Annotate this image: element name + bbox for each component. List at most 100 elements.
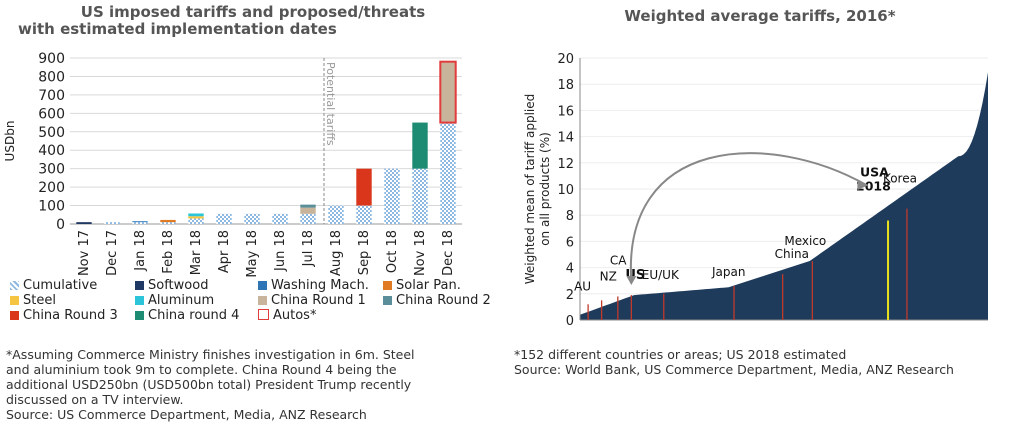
annotation-label: EU/UK <box>642 268 680 282</box>
y-tick-label: 200 <box>38 180 65 196</box>
legend-entry: Cumulative <box>10 279 97 293</box>
legend-label: Cumulative <box>23 278 98 293</box>
legend-swatch <box>383 281 392 290</box>
x-tick-label: May 18 <box>245 230 260 278</box>
y-tick-label: 2 <box>566 288 574 303</box>
legend-label: China Round 2 <box>396 293 491 308</box>
bar-segment <box>300 204 316 208</box>
arrow-head <box>857 179 869 191</box>
y-tick-label: 10 <box>557 183 574 198</box>
legend-label: China Round 3 <box>23 308 118 323</box>
x-tick-label: Oct 18 <box>385 230 400 273</box>
bar-segment <box>300 207 316 214</box>
arrow-head <box>626 276 637 286</box>
y-tick-label: 900 <box>38 51 65 67</box>
bar-segment <box>440 122 456 224</box>
annotation-label: 2018 <box>856 178 891 193</box>
arrow-path <box>629 152 867 283</box>
y-tick-label: 600 <box>38 106 65 122</box>
x-tick-label: Apr 18 <box>217 230 232 273</box>
legend-swatch <box>135 296 144 305</box>
y-tick-label: 14 <box>557 131 574 146</box>
legend-swatch <box>10 311 19 320</box>
legend-entry: China round 4 <box>135 309 239 323</box>
x-tick-label: Feb 18 <box>161 230 176 274</box>
annotation-label: Mexico <box>784 234 826 248</box>
x-tick-label: Sep 18 <box>357 230 372 275</box>
right-weighted-tariff-area-chart: 0 2 4 6 8 10 12 14 16 18 20 Weighted mean of tariff… <box>523 52 988 329</box>
bar-segment <box>272 213 288 224</box>
right-footnote: *152 different countries or areas; US 20… <box>514 347 954 377</box>
legend-swatch <box>258 296 267 305</box>
legend-swatch <box>258 309 269 320</box>
y-tick-label: 500 <box>38 125 65 141</box>
y-tick-label: 18 <box>557 78 574 93</box>
bar-segment <box>132 221 148 223</box>
legend-label: Softwood <box>148 278 209 293</box>
legend-entry: Autos* <box>258 309 316 323</box>
x-tick-label: Nov 18 <box>413 230 428 276</box>
legend-label: China Round 1 <box>271 293 366 308</box>
legend-label: Steel <box>23 293 56 308</box>
bar-segment <box>439 60 457 124</box>
x-tick-label: Mar 18 <box>189 230 204 275</box>
bar-segment <box>132 222 148 224</box>
legend-entry: Steel <box>10 294 56 308</box>
x-tick-label: Dec 17 <box>105 230 120 276</box>
annotation-label: China <box>775 247 809 261</box>
legend-swatch <box>135 281 144 290</box>
annotation-label: NZ <box>600 269 617 283</box>
annotation-label: USA <box>860 164 889 179</box>
bar-segment <box>188 218 204 224</box>
bar-segment <box>300 213 316 224</box>
annotation-label: Korea <box>883 172 917 186</box>
bar-segment <box>160 219 176 223</box>
x-tick-label: Jun 18 <box>273 230 288 272</box>
y-tick-label: 16 <box>557 104 574 119</box>
y-axis-label: USDbn <box>3 121 17 162</box>
y-tick-label: 0 <box>566 314 574 329</box>
x-tick-label: Dec 18 <box>441 230 456 276</box>
y-tick-label: 4 <box>566 262 574 277</box>
annotation-label: Japan <box>711 265 745 279</box>
x-tick-label: Jan 18 <box>133 230 148 272</box>
legend-entry: China Round 1 <box>258 294 366 308</box>
potential-label: Potential tariffs <box>324 62 337 146</box>
bar-segment <box>76 222 92 224</box>
y-tick-label: 700 <box>38 88 65 104</box>
legend-swatch <box>258 281 267 290</box>
y-axis-label-line1: Weighted mean of tariff applied <box>523 94 537 285</box>
legend-label: China round 4 <box>148 308 240 323</box>
left-footnote: *Assuming Commerce Ministry finishes inv… <box>6 347 415 422</box>
x-tick-label: Aug 18 <box>329 230 344 276</box>
legend-entry: China Round 2 <box>383 294 491 308</box>
bar-segment <box>188 216 204 219</box>
legend-label: Autos* <box>273 308 317 323</box>
legend-entry: Washing Mach. <box>258 279 369 293</box>
tariff-area <box>580 72 988 320</box>
bar-segment <box>384 168 400 224</box>
legend-swatch <box>135 311 144 320</box>
y-tick-label: 400 <box>38 143 65 159</box>
legend-label: Solar Pan. <box>396 278 461 293</box>
left-title-line2: with estimated implementation dates <box>18 20 337 38</box>
legend-entry: Aluminum <box>135 294 214 308</box>
bar-segment <box>104 222 120 224</box>
legend-label: Aluminum <box>148 293 215 308</box>
annotation-label: CA <box>610 253 627 267</box>
legend-entry: Softwood <box>135 279 208 293</box>
legend-swatch <box>10 281 19 290</box>
legend-swatch <box>383 296 392 305</box>
y-tick-label: 12 <box>557 157 574 172</box>
y-tick-label: 20 <box>557 52 574 67</box>
right-chart-title: Weighted average tariffs, 2016* <box>624 7 896 25</box>
bar-segment <box>412 122 428 169</box>
bar-segment <box>412 168 428 224</box>
y-tick-label: 8 <box>566 209 574 224</box>
y-tick-label: 100 <box>38 199 65 215</box>
legend-entry: China Round 3 <box>10 309 118 323</box>
annotation-label: AU <box>574 279 591 293</box>
x-tick-label: Jul 18 <box>301 230 316 267</box>
left-title-line1: US imposed tariffs and proposed/threats <box>80 3 426 21</box>
left-chart-title: US imposed tariffs and proposed/threats … <box>18 4 488 38</box>
